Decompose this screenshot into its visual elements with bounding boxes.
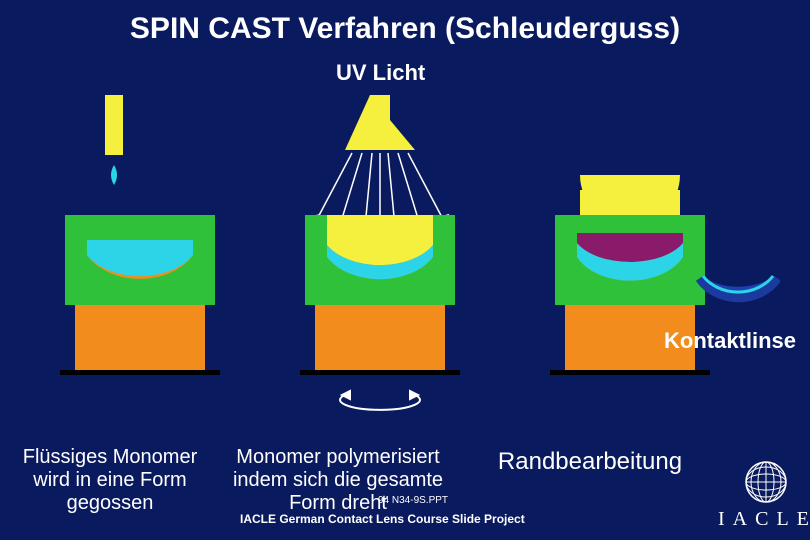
globe-icon bbox=[744, 460, 788, 504]
footer-project-line: IACLE German Contact Lens Course Slide P… bbox=[240, 512, 525, 526]
stage-1-diagram bbox=[50, 95, 250, 415]
stage-3-diagram bbox=[540, 95, 780, 415]
caption-step-1: Flüssiges Monomer wird in eine Form gego… bbox=[0, 446, 220, 515]
stage-2-diagram bbox=[270, 95, 490, 425]
uv-light-label: UV Licht bbox=[336, 60, 425, 86]
iacle-text: IACLE bbox=[718, 508, 810, 531]
slide-title: SPIN CAST Verfahren (Schleuderguss) bbox=[0, 0, 810, 46]
footer-ref: 94 N34-9S.PPT bbox=[378, 495, 448, 506]
kontaktlinse-label: Kontaktlinse bbox=[664, 328, 796, 354]
caption-step-3: Randbearbeitung bbox=[480, 448, 700, 476]
